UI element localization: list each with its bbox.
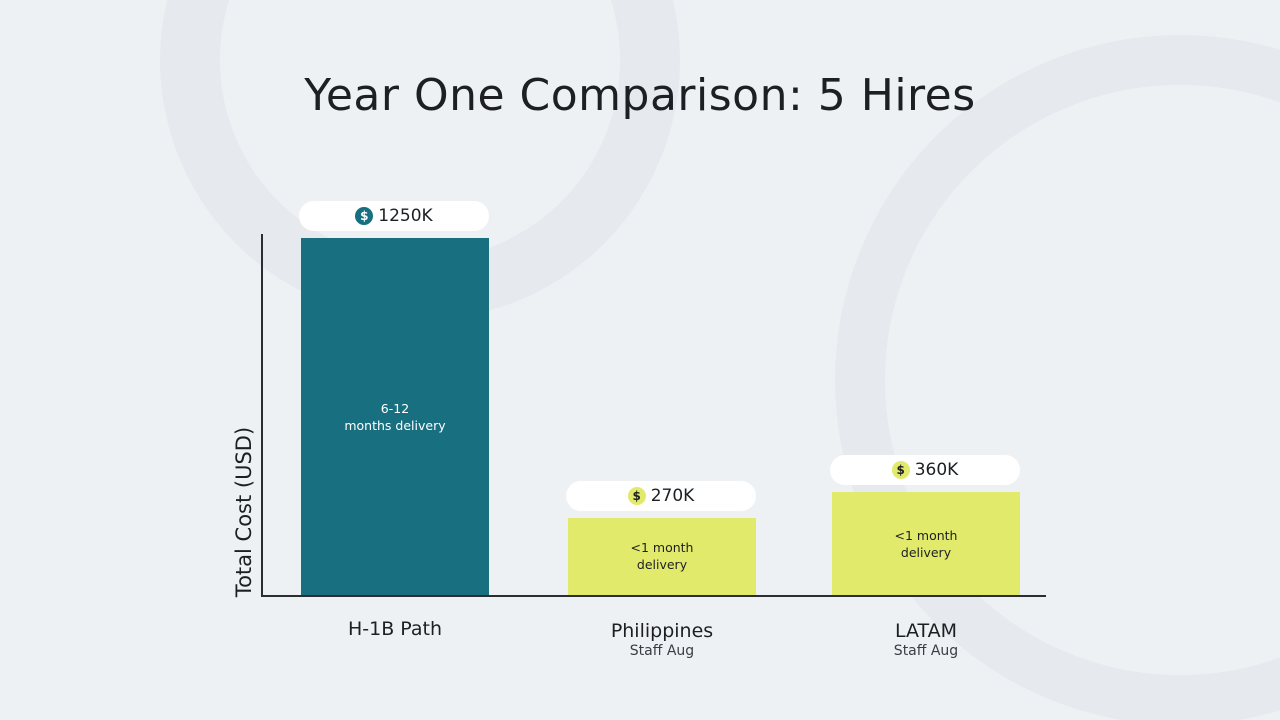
dollar-coin-icon: $ [627,486,646,505]
data-label-value: 1250K [378,206,433,226]
data-label: $1250K [299,201,489,231]
x-tick-label: LATAM Staff Aug [894,620,958,659]
data-label: $270K [566,480,756,511]
data-label-value: 270K [650,485,695,506]
x-tick-label: Philippines Staff Aug [611,620,713,659]
bar-h-1b-path: 6-12 months delivery [301,238,489,595]
chart-title: Year One Comparison: 5 Hires [304,70,976,121]
bar-annotation: 6-12 months delivery [344,400,446,433]
data-label-value: 360K [914,460,959,481]
category-subtitle: Staff Aug [629,643,695,659]
dollar-coin-icon: $ [891,461,910,480]
dollar-coin-icon: $ [355,207,374,225]
y-axis-label: Total Cost (USD) [232,426,256,598]
category-name: LATAM [894,620,958,642]
y-axis-line [261,234,263,597]
category-subtitle: Staff Aug [893,643,959,659]
bar-annotation: <1 month delivery [630,540,694,573]
category-name: Philippines [610,620,714,642]
data-label: $360K [830,455,1020,486]
bar-latam: <1 month delivery [832,492,1020,595]
bar-annotation: <1 month delivery [894,527,958,560]
bar-philippines: <1 month delivery [568,517,756,595]
x-tick-label: H-1B Path [348,618,442,640]
x-axis-line [261,595,1046,597]
category-name: H-1B Path [347,618,443,640]
